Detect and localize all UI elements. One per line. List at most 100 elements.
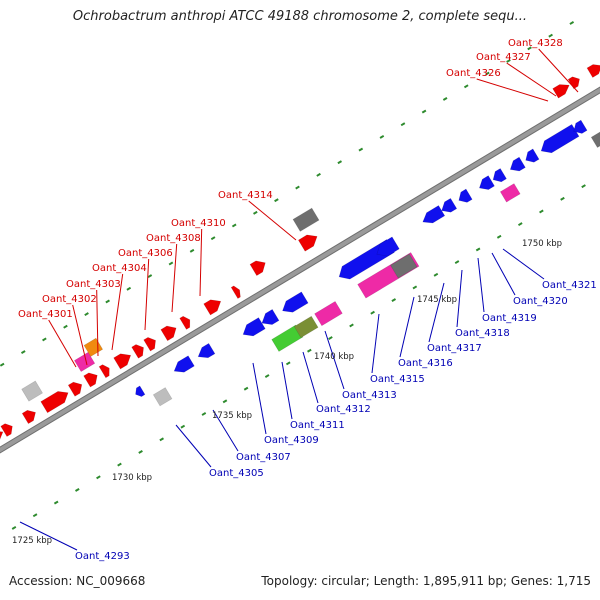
forward-gene-label[interactable]: Oant_4306	[118, 248, 173, 259]
gene-shape	[297, 234, 318, 252]
reverse-leader	[302, 351, 319, 404]
forward-leader	[144, 258, 150, 331]
tick-mark	[243, 386, 249, 391]
tick-mark	[11, 525, 17, 530]
tick-mark	[560, 196, 565, 201]
forward-leader	[171, 243, 178, 313]
tick-mark	[42, 337, 47, 342]
reverse-gene-label[interactable]: Oant_4309	[264, 435, 319, 446]
forward-leader	[111, 273, 124, 351]
scale-label: 1745 kbp	[417, 295, 457, 305]
forward-gene-label[interactable]: Oant_4328	[508, 38, 563, 49]
gene-shape	[131, 344, 144, 359]
backbone	[0, 86, 600, 454]
tick-mark	[96, 475, 101, 480]
gene-shape	[249, 260, 266, 276]
reverse-leader	[19, 521, 78, 551]
tick-mark	[295, 185, 300, 190]
tick-mark	[32, 513, 38, 518]
tick-mark	[189, 248, 195, 253]
forward-gene-label[interactable]: Oant_4303	[66, 279, 121, 290]
forward-gene-label[interactable]: Oant_4314	[218, 190, 273, 201]
forward-gene-label[interactable]: Oant_4304	[92, 263, 147, 274]
reverse-leader	[491, 252, 516, 296]
reverse-gene-label[interactable]: Oant_4318	[455, 328, 510, 339]
tick-mark	[74, 487, 80, 492]
reverse-gene-label[interactable]: Oant_4307	[236, 452, 291, 463]
reverse-gene-label[interactable]: Oant_4315	[370, 374, 425, 385]
tick-mark	[253, 210, 258, 215]
forward-gene-label[interactable]: Oant_4301	[18, 309, 73, 320]
tick-mark	[63, 324, 68, 329]
tick-mark	[316, 172, 321, 177]
forward-gene-label[interactable]: Oant_4302	[42, 294, 97, 305]
gene-shape	[21, 380, 43, 402]
tick-mark	[180, 424, 186, 429]
forward-leader	[199, 228, 203, 297]
tick-mark	[210, 236, 216, 241]
reverse-gene-label[interactable]: Oant_4312	[316, 404, 371, 415]
tick-mark	[527, 46, 532, 51]
reverse-gene-label[interactable]: Oant_4321	[542, 280, 597, 291]
tick-mark	[421, 109, 427, 114]
gene-shape	[293, 315, 319, 339]
forward-leader	[506, 62, 557, 97]
tick-mark	[117, 462, 122, 467]
gene-shape	[499, 183, 521, 203]
gene-shape	[282, 291, 309, 313]
tick-mark	[442, 96, 448, 101]
gene-shape	[261, 308, 280, 325]
label-leaders	[19, 48, 579, 551]
forward-leader	[72, 304, 88, 366]
forward-leader	[48, 319, 77, 368]
gene-shape	[73, 351, 96, 373]
reverse-leader	[324, 330, 345, 390]
gene-shape	[376, 236, 400, 257]
reverse-leader	[399, 296, 415, 358]
gene-shape	[492, 168, 507, 183]
gene-shape	[0, 423, 13, 437]
reverse-leader	[212, 409, 239, 452]
accession-text: Accession: NC_009668	[9, 574, 146, 588]
reverse-gene-label[interactable]: Oant_4316	[398, 358, 453, 369]
reverse-gene-label[interactable]: Oant_4305	[209, 468, 264, 479]
tick-mark	[264, 374, 270, 378]
forward-gene-label[interactable]: Oant_4310	[171, 218, 226, 229]
tick-mark	[328, 336, 333, 340]
tick-mark	[412, 285, 418, 290]
gene-shape	[21, 409, 36, 425]
tick-mark	[20, 350, 26, 355]
reverse-gene-label[interactable]: Oant_4313	[342, 390, 397, 401]
scale-label: 1735 kbp	[212, 411, 252, 421]
gene-shape	[0, 431, 4, 440]
tick-mark	[285, 361, 291, 366]
gene-shape	[135, 385, 146, 397]
tick-mark	[105, 299, 110, 304]
tick-mark	[475, 247, 481, 252]
forward-gene-label[interactable]: Oant_4308	[146, 233, 201, 244]
reverse-gene-label[interactable]: Oant_4319	[482, 313, 537, 324]
gene-shape	[67, 381, 83, 397]
gene-shape	[83, 372, 98, 388]
title: Ochrobactrum anthropi ATCC 49188 chromos…	[72, 9, 528, 24]
reverse-gene-label[interactable]: Oant_4317	[427, 343, 482, 354]
reverse-gene-label[interactable]: Oant_4293	[75, 551, 130, 562]
reverse-leader	[281, 361, 293, 420]
reverse-gene-label[interactable]: Oant_4311	[290, 420, 345, 431]
gene-shape	[422, 205, 446, 224]
forward-gene-label[interactable]: Oant_4327	[476, 52, 531, 63]
reverse-leader	[371, 313, 380, 374]
gene-shape	[271, 324, 304, 352]
gene-shape	[478, 175, 495, 190]
forward-gene-label[interactable]: Oant_4326	[446, 68, 501, 79]
gene-shape	[390, 253, 418, 279]
gene-shape	[143, 336, 156, 352]
reverse-gene-label[interactable]: Oant_4320	[513, 296, 568, 307]
gene-shape	[160, 325, 177, 342]
tick-mark	[391, 298, 397, 303]
scale-label: 1725 kbp	[12, 536, 52, 546]
summary-text: Topology: circular; Length: 1,895,911 bp…	[261, 574, 591, 588]
gene-shape	[173, 355, 195, 373]
tick-mark	[517, 222, 523, 227]
gene-shape	[113, 353, 132, 370]
